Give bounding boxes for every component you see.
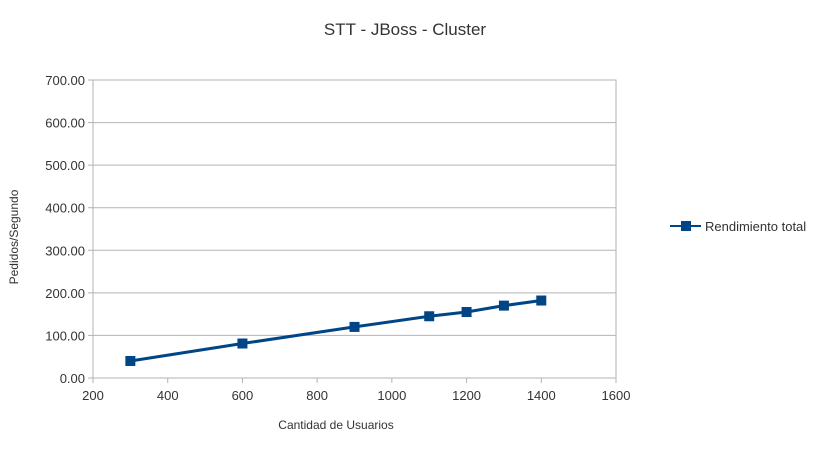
y-tick-label: 700.00 [45,73,85,88]
x-tick-label: 800 [306,388,328,403]
y-tick-label: 400.00 [45,201,85,216]
data-point-marker [461,307,472,318]
series-group [125,295,547,366]
chart-title: STT - JBoss - Cluster [324,20,486,39]
x-tick-label: 1000 [377,388,406,403]
data-point-marker [424,311,435,322]
series-line [130,299,542,363]
legend-marker [681,221,691,231]
legend: Rendimiento total [670,219,806,234]
data-point-marker [349,321,360,332]
y-tick-label: 500.00 [45,158,85,173]
data-point-marker [237,338,248,349]
y-tick-label: 200.00 [45,286,85,301]
y-axis-label: Pedidos/Segundo [7,189,21,284]
data-point-marker [536,295,547,306]
x-tick-label: 1600 [602,388,631,403]
y-axis-ticks: 0.00 100.00 200.00 300.00 400.00 500.00 600.00… [45,73,93,386]
x-tick-label: 1400 [527,388,556,403]
gridlines [93,79,616,379]
x-tick-label: 400 [157,388,179,403]
x-axis-label: Cantidad de Usuarios [278,418,393,432]
y-tick-label: 100.00 [45,328,85,343]
x-tick-label: 1200 [452,388,481,403]
y-tick-label: 600.00 [45,116,85,131]
y-tick-label: 0.00 [60,371,85,386]
x-tick-label: 600 [232,388,254,403]
y-tick-label: 300.00 [45,243,85,258]
legend-label: Rendimiento total [705,219,806,234]
x-tick-label: 200 [82,388,104,403]
data-point-marker [498,300,509,311]
plot-area-border [92,79,617,379]
data-point-marker [125,355,136,366]
x-axis-ticks: 200 400 600 800 1000 1200 1400 1600 [82,378,630,403]
